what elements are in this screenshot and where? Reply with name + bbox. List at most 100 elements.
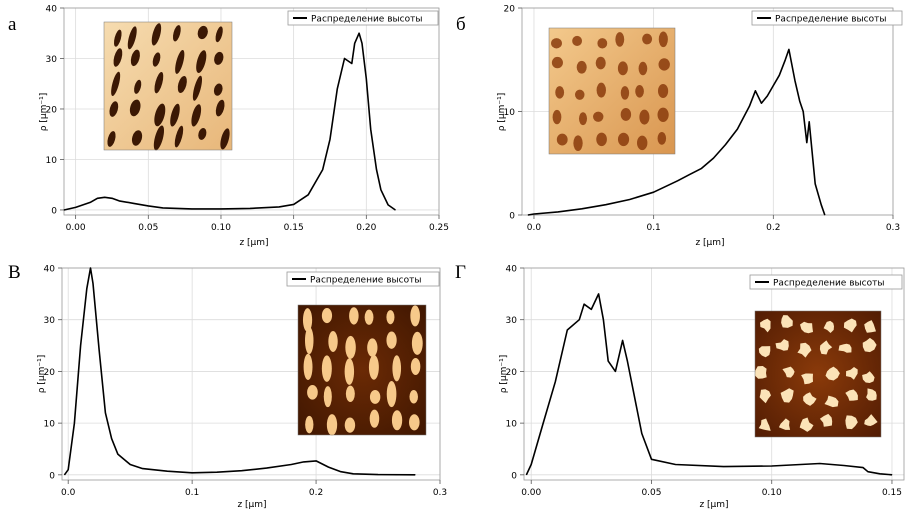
data-point	[808, 121, 810, 123]
data-point	[361, 42, 363, 44]
afm-pore	[615, 32, 625, 47]
data-point	[749, 105, 750, 107]
data-point	[354, 42, 356, 44]
afm-pore	[575, 89, 585, 100]
afm-island	[409, 389, 418, 404]
afm-pore	[595, 56, 606, 70]
afm-image-background	[755, 311, 881, 437]
data-point	[799, 100, 801, 102]
data-point	[104, 196, 106, 198]
data-point	[303, 461, 305, 463]
afm-grain	[800, 321, 813, 334]
afm-grain	[845, 389, 858, 401]
afm-grain	[843, 318, 857, 333]
afm-pore	[596, 82, 606, 98]
data-point	[63, 209, 65, 211]
x-tick-label: 0.2	[766, 223, 780, 233]
afm-pore	[152, 52, 161, 67]
afm-island	[303, 353, 313, 381]
data-point	[778, 74, 780, 76]
afm-grain	[778, 418, 791, 430]
y-tick-label: 30	[506, 316, 518, 326]
data-point	[578, 319, 580, 321]
x-tick-label: 0.20	[356, 223, 376, 233]
afm-pore	[134, 79, 142, 94]
data-point	[723, 466, 724, 467]
afm-image-border	[754, 310, 882, 438]
chart-panel: 0.0 0.1 0.2 0.3 0 10 20 z [µm] ρ [µm⁻¹] б Распреде…	[456, 5, 903, 248]
afm-pore	[576, 60, 587, 74]
afm-pore	[113, 48, 123, 67]
data-point	[111, 438, 112, 439]
data-point	[867, 471, 869, 473]
afm-pore	[657, 107, 669, 122]
afm-island	[344, 358, 355, 385]
data-point	[344, 58, 345, 59]
x-axis-label: z [µm]	[699, 500, 728, 510]
data-point	[641, 433, 643, 434]
afm-pore	[620, 108, 632, 121]
afm-island	[369, 390, 381, 404]
afm-pore	[127, 26, 137, 50]
afm-island	[369, 409, 380, 428]
data-point	[598, 293, 599, 295]
data-point	[806, 142, 808, 144]
afm-pore	[657, 131, 667, 145]
data-point	[761, 102, 762, 104]
afm-grain	[754, 366, 767, 379]
afm-image-border	[548, 27, 676, 155]
afm-pore	[213, 83, 223, 96]
y-tick-label: 40	[44, 265, 56, 275]
y-axis-label: ρ [µm⁻¹]	[499, 355, 509, 393]
afm-pore	[617, 132, 630, 147]
data-point	[675, 464, 676, 465]
data-point	[351, 63, 353, 64]
chart-panel: 0.0 0.1 0.2 0.3 0 10 20 30 40 z [µm] ρ [µm⁻¹] В Расп…	[8, 262, 447, 510]
data-point	[111, 197, 113, 199]
x-tick-label: 0.10	[762, 488, 782, 498]
afm-grain	[799, 417, 814, 432]
data-point	[395, 209, 396, 211]
data-point	[216, 471, 218, 473]
afm-island	[386, 310, 395, 325]
afm-pore	[175, 49, 185, 74]
data-point	[80, 345, 81, 346]
afm-image-background	[549, 28, 675, 154]
plot-frame	[523, 267, 905, 481]
data-point	[629, 199, 631, 200]
afm-grain	[780, 388, 794, 403]
panel-label: б	[456, 14, 466, 35]
afm-pore	[573, 135, 583, 151]
data-point	[365, 78, 367, 80]
data-point	[583, 303, 585, 305]
afm-grain	[775, 339, 789, 351]
afm-image-background	[298, 305, 426, 435]
y-axis-label: ρ [µm⁻¹]	[37, 355, 47, 393]
data-point	[67, 469, 69, 471]
afm-image-background	[104, 22, 232, 150]
y-tick-label: 10	[504, 108, 516, 118]
afm-pore	[151, 23, 162, 46]
afm-pore	[109, 101, 119, 117]
y-tick-label: 40	[46, 5, 58, 15]
afm-pore	[551, 38, 562, 49]
afm-pore	[637, 135, 648, 151]
x-tick-label: 0.3	[886, 223, 900, 233]
x-tick-label: 0.00	[66, 223, 86, 233]
data-point	[98, 350, 100, 352]
data-point	[701, 168, 702, 169]
data-point	[651, 458, 652, 460]
y-tick-label: 30	[44, 316, 56, 326]
afm-island	[410, 357, 421, 375]
x-tick-label: 0.3	[433, 488, 447, 498]
afm-pore	[617, 61, 628, 76]
data-point	[891, 474, 893, 476]
y-tick-label: 0	[509, 212, 515, 222]
x-tick-label: 0.1	[646, 223, 660, 233]
data-point	[64, 474, 65, 476]
data-point	[802, 111, 804, 112]
data-point	[118, 200, 120, 202]
data-point	[220, 208, 222, 210]
afm-pore	[113, 29, 122, 47]
y-tick-label: 20	[44, 368, 56, 378]
